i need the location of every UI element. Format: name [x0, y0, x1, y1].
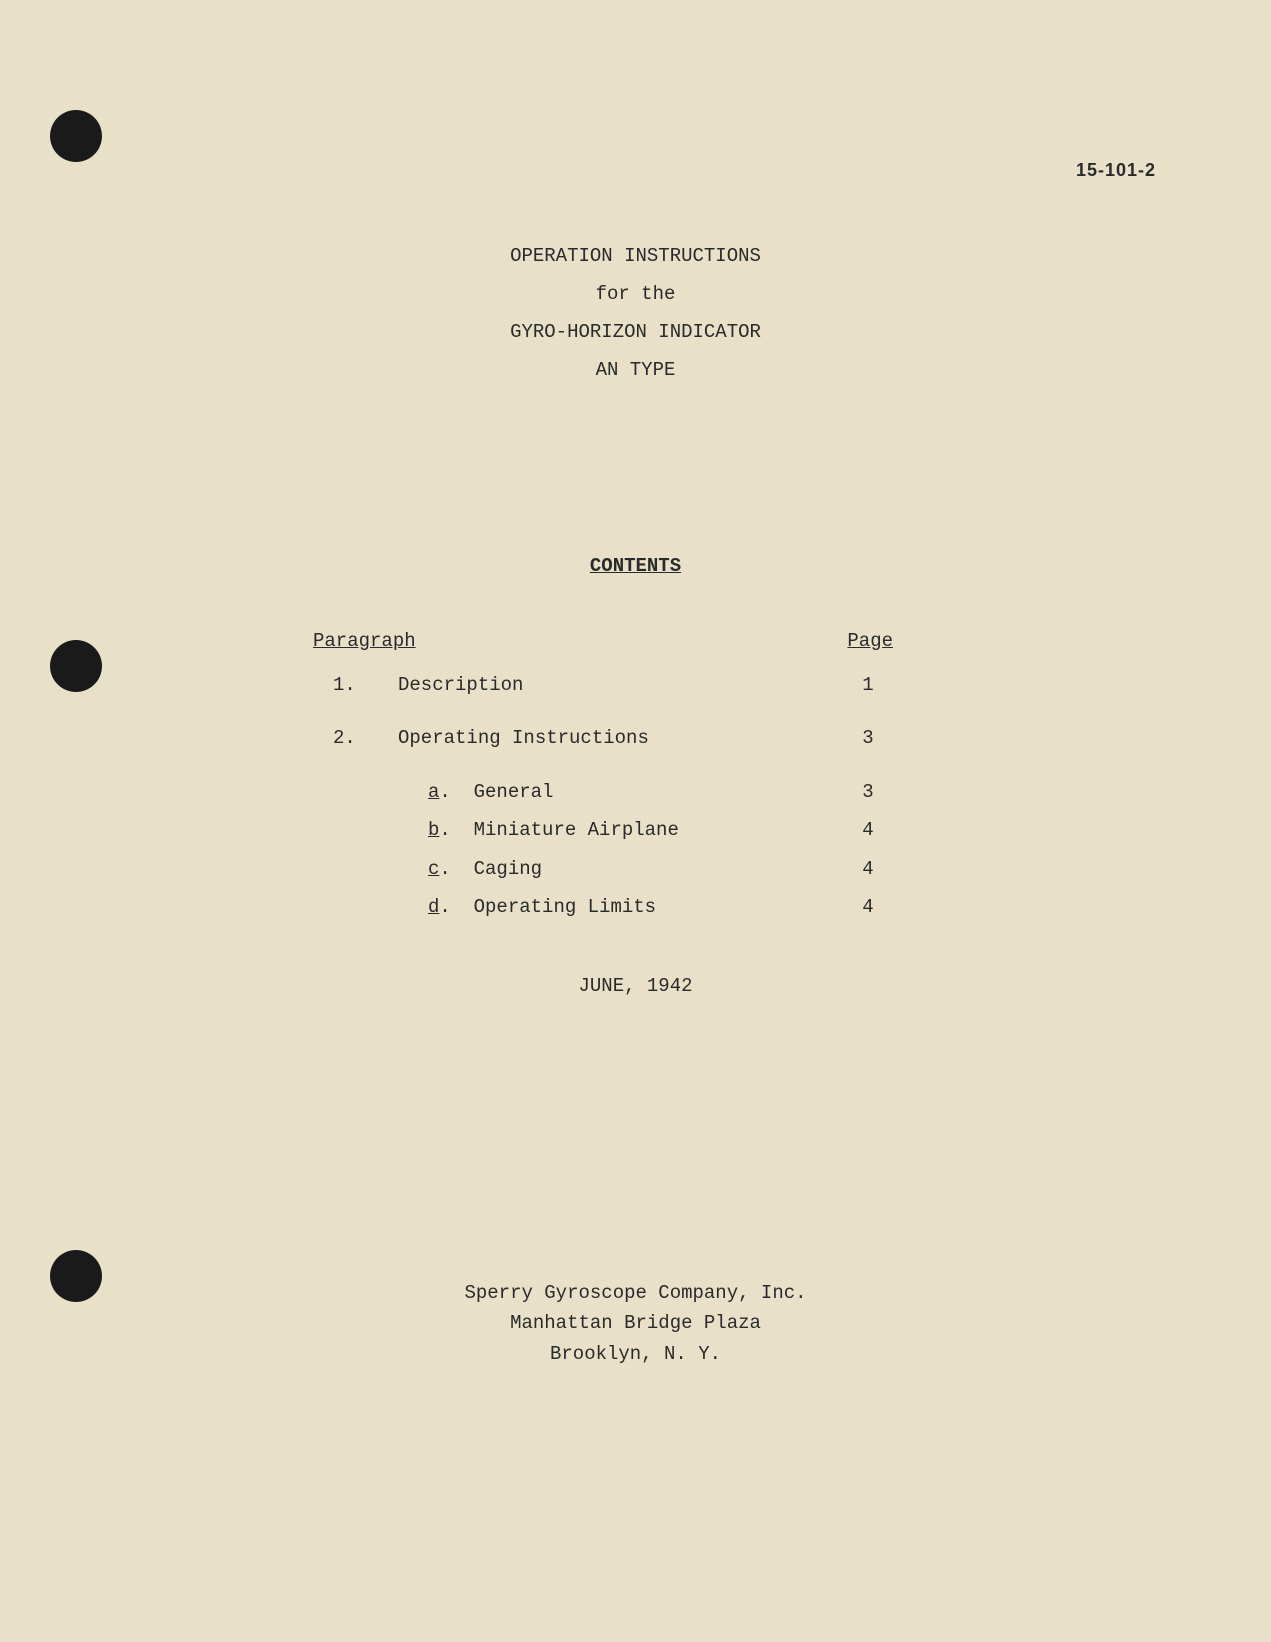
contents-header-row: Paragraph Page — [313, 630, 893, 652]
company-city: Brooklyn, N. Y. — [0, 1339, 1271, 1369]
subitem-spacer — [313, 892, 398, 922]
item-page: 3 — [843, 723, 893, 753]
title-line-4: AN TYPE — [0, 351, 1271, 389]
company-address: Manhattan Bridge Plaza — [0, 1308, 1271, 1338]
subitem-page: 3 — [843, 777, 893, 807]
subitem-description: a. General — [398, 777, 843, 807]
subitem-page: 4 — [843, 892, 893, 922]
contents-subrow: a. General 3 — [313, 777, 893, 807]
subitem-text: Operating Limits — [474, 896, 656, 918]
subitem-page: 4 — [843, 815, 893, 845]
header-paragraph: Paragraph — [313, 630, 416, 652]
row-spacer — [313, 708, 893, 723]
item-number: 1. — [313, 670, 398, 700]
subitem-page: 4 — [843, 854, 893, 884]
contents-subrow: c. Caging 4 — [313, 854, 893, 884]
subitem-text: Miniature Airplane — [474, 819, 679, 841]
subitem-description: d. Operating Limits — [398, 892, 843, 922]
contents-subrow: d. Operating Limits 4 — [313, 892, 893, 922]
subitem-text: General — [474, 781, 554, 803]
subitem-spacer — [313, 854, 398, 884]
subitem-marker: d — [428, 896, 439, 918]
title-line-3: GYRO-HORIZON INDICATOR — [0, 313, 1271, 351]
company-name: Sperry Gyroscope Company, Inc. — [0, 1278, 1271, 1308]
hole-punch-top — [50, 110, 102, 162]
document-number: 15-101-2 — [1076, 160, 1156, 181]
item-number: 2. — [313, 723, 398, 753]
subitem-spacer — [313, 777, 398, 807]
row-spacer — [313, 762, 893, 777]
contents-heading: CONTENTS — [0, 555, 1271, 577]
subitem-spacer — [313, 815, 398, 845]
title-block: OPERATION INSTRUCTIONS for the GYRO-HORI… — [0, 237, 1271, 389]
subitem-text: Caging — [474, 858, 542, 880]
header-page: Page — [847, 630, 893, 652]
publication-date: JUNE, 1942 — [0, 975, 1271, 997]
contents-row: 1. Description 1 — [313, 670, 893, 700]
subitem-marker: c — [428, 858, 439, 880]
title-line-2: for the — [0, 275, 1271, 313]
contents-table: Paragraph Page 1. Description 1 2. Opera… — [313, 630, 893, 930]
subitem-marker: a — [428, 781, 439, 803]
contents-row: 2. Operating Instructions 3 — [313, 723, 893, 753]
subitem-marker: b — [428, 819, 439, 841]
subitem-description: c. Caging — [398, 854, 843, 884]
title-line-1: OPERATION INSTRUCTIONS — [0, 237, 1271, 275]
contents-subrow: b. Miniature Airplane 4 — [313, 815, 893, 845]
document-page: 15-101-2 OPERATION INSTRUCTIONS for the … — [0, 0, 1271, 1642]
footer-block: Sperry Gyroscope Company, Inc. Manhattan… — [0, 1278, 1271, 1369]
item-description: Operating Instructions — [398, 723, 843, 753]
hole-punch-middle — [50, 640, 102, 692]
item-page: 1 — [843, 670, 893, 700]
subitem-description: b. Miniature Airplane — [398, 815, 843, 845]
item-description: Description — [398, 670, 843, 700]
